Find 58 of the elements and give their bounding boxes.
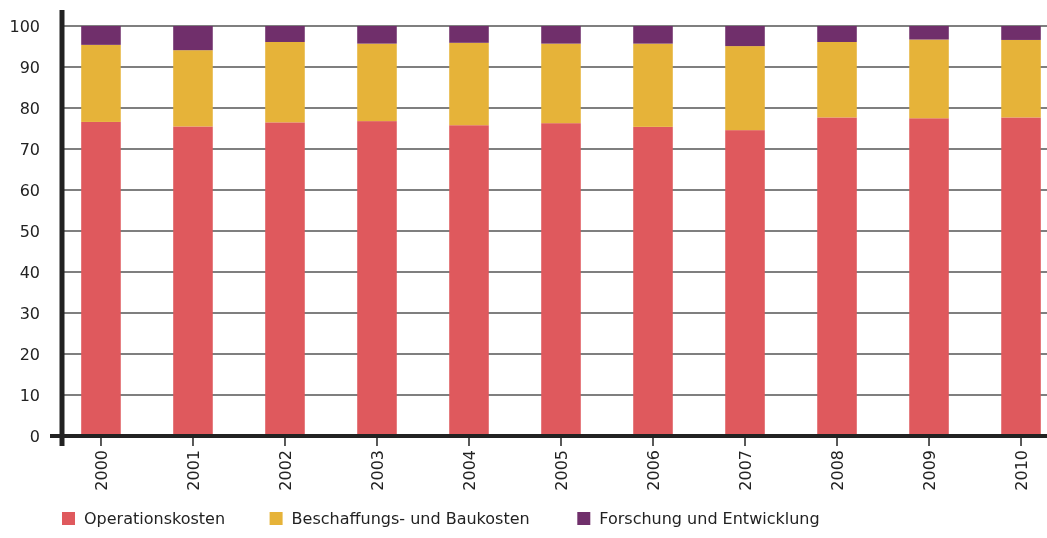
x-tick-label: 2002 — [275, 450, 295, 491]
bar — [449, 26, 489, 43]
bar — [633, 43, 673, 127]
y-tick-label: 80 — [19, 98, 40, 118]
x-tick-label: 2005 — [551, 450, 571, 491]
bar — [541, 26, 581, 44]
x-tick-label: 2000 — [91, 450, 111, 491]
y-tick-label: 50 — [19, 221, 40, 241]
bar — [1001, 26, 1041, 40]
x-tick-label: 2007 — [735, 450, 755, 491]
y-tick-label: 90 — [19, 57, 40, 77]
bar — [449, 42, 489, 126]
bar — [265, 26, 305, 42]
bar — [357, 26, 397, 44]
bar — [449, 125, 489, 436]
bar — [173, 50, 213, 127]
bar — [725, 26, 765, 47]
bar — [357, 43, 397, 122]
y-tick-label: 70 — [19, 139, 40, 159]
x-tick-label: 2001 — [183, 450, 203, 491]
bar — [541, 123, 581, 436]
y-tick-label: 40 — [19, 262, 40, 282]
bar — [909, 118, 949, 436]
y-tick-label: 20 — [19, 344, 40, 364]
y-tick-label: 30 — [19, 303, 40, 323]
bar — [633, 26, 673, 44]
bar — [909, 39, 949, 119]
bar — [81, 121, 121, 436]
legend-label: Beschaffungs- und Baukosten — [291, 509, 530, 528]
bar — [265, 41, 305, 123]
bar — [81, 26, 121, 45]
y-tick-label: 100 — [9, 16, 40, 36]
bar — [633, 126, 673, 436]
x-tick-label: 2003 — [367, 450, 387, 491]
bar — [173, 26, 213, 51]
x-tick-label: 2008 — [827, 450, 847, 491]
bar — [265, 122, 305, 436]
y-tick-label: 60 — [19, 180, 40, 200]
bar — [1001, 39, 1041, 118]
x-tick-label: 2009 — [919, 450, 939, 491]
x-tick-label: 2006 — [643, 450, 663, 491]
bar — [725, 130, 765, 436]
y-tick-label: 10 — [19, 385, 40, 405]
bar — [725, 46, 765, 131]
bar — [817, 26, 857, 42]
legend-label: Forschung und Entwicklung — [599, 509, 820, 528]
bar — [357, 121, 397, 436]
x-tick-label: 2004 — [459, 450, 479, 491]
legend-label: Operationskosten — [84, 509, 226, 528]
x-tick-label: 2010 — [1011, 450, 1031, 491]
bar — [81, 44, 121, 122]
bar — [817, 41, 857, 118]
bar — [909, 26, 949, 40]
y-tick-label: 0 — [29, 426, 40, 446]
bar — [817, 117, 857, 436]
bar — [1001, 117, 1041, 436]
bar — [173, 126, 213, 436]
bar — [541, 43, 581, 124]
